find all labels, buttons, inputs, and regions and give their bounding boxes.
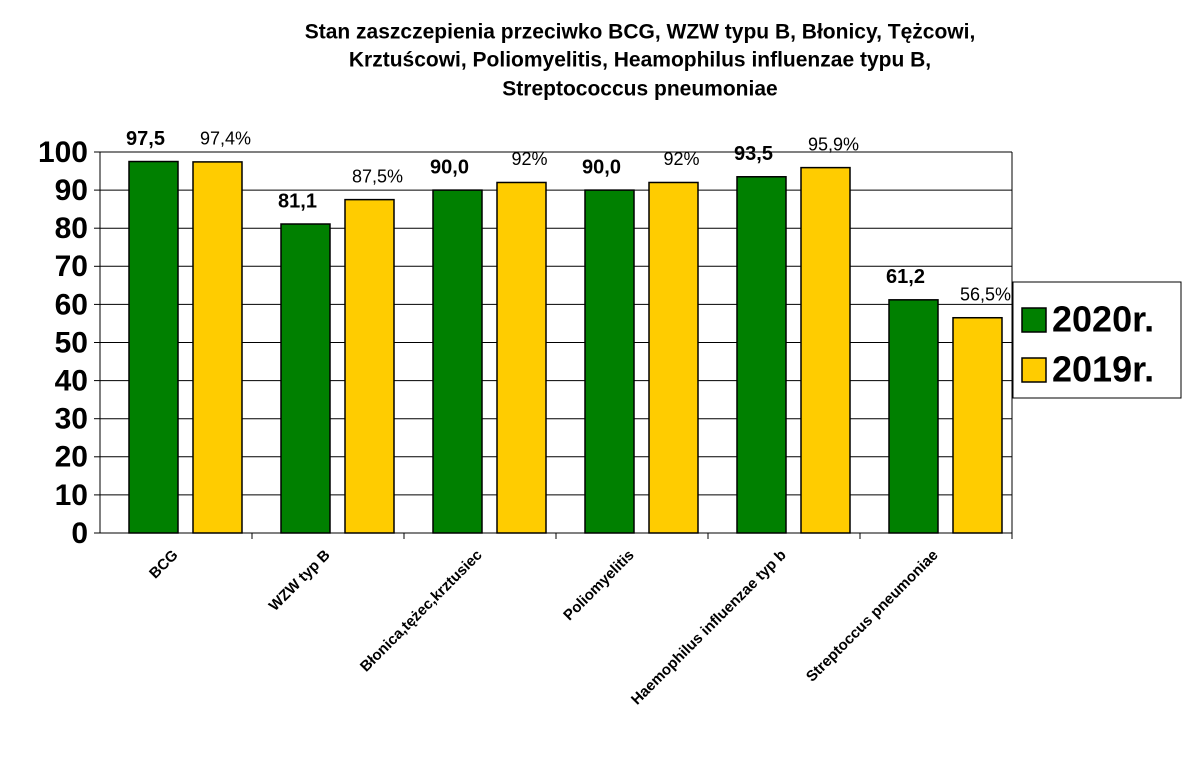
data-label: 81,1 — [278, 190, 317, 212]
x-tick-label: WZW typ B — [266, 547, 334, 615]
bar — [736, 176, 787, 534]
data-label: 93,5 — [734, 143, 773, 165]
data-label: 92% — [663, 149, 699, 169]
bar — [432, 189, 483, 534]
data-label: 95,9% — [808, 134, 859, 154]
bar — [344, 198, 395, 534]
bar — [648, 181, 699, 534]
bar — [952, 316, 1003, 534]
x-tick-label: Błonica,tężec,krztusiec — [357, 547, 486, 676]
bar — [280, 223, 331, 534]
bar — [192, 161, 243, 534]
data-label: 97,5 — [126, 128, 165, 150]
x-tick-label: BCG — [146, 547, 182, 583]
legend-swatch — [1021, 357, 1047, 383]
chart-title: Stan zaszczepienia przeciwko BCG, WZW ty… — [305, 21, 976, 44]
data-label: 97,4% — [200, 129, 251, 149]
y-tick-label: 70 — [55, 250, 88, 283]
y-tick-label: 10 — [55, 479, 88, 512]
legend-swatch — [1021, 307, 1047, 333]
y-tick-label: 90 — [55, 174, 88, 207]
bar — [128, 160, 179, 534]
chart-title: Streptococcus pneumoniae — [502, 78, 777, 101]
chart-title: Krztuścowi, Poliomyelitis, Heamophilus i… — [349, 49, 931, 72]
y-tick-label: 0 — [71, 517, 88, 550]
y-tick-label: 80 — [55, 212, 88, 245]
x-tick-label: Streptoccus pneumoniae — [803, 547, 942, 686]
y-tick-label: 50 — [55, 326, 88, 359]
bar — [496, 181, 547, 534]
data-label: 92% — [511, 149, 547, 169]
y-tick-label: 40 — [55, 365, 88, 398]
data-label: 90,0 — [430, 156, 469, 178]
legend-label: 2019r. — [1052, 349, 1154, 390]
bar — [800, 166, 851, 534]
y-tick-label: 60 — [55, 288, 88, 321]
data-label: 61,2 — [886, 266, 925, 288]
y-tick-label: 30 — [55, 403, 88, 436]
y-tick-label: 100 — [38, 136, 88, 169]
data-label: 87,5% — [352, 166, 403, 186]
x-tick-label: Haemophilus influenzae typ b — [628, 547, 790, 709]
bar — [584, 189, 635, 534]
bar — [888, 299, 939, 534]
legend-label: 2020r. — [1052, 299, 1154, 340]
data-label: 56,5% — [960, 284, 1011, 304]
x-tick-label: Poliomyelitis — [560, 547, 637, 624]
y-tick-label: 20 — [55, 441, 88, 474]
data-label: 90,0 — [582, 156, 621, 178]
